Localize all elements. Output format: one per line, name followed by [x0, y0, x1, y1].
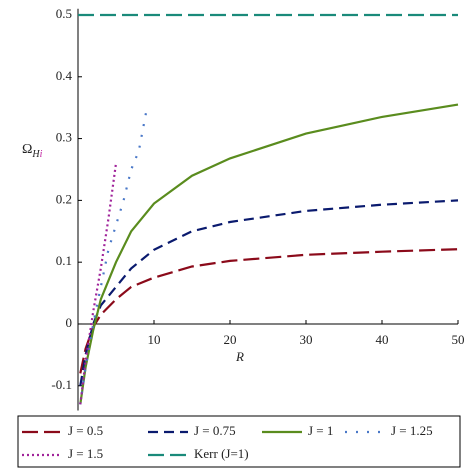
legend-label: J = 0.5	[68, 423, 103, 438]
x-tick-label: 50	[452, 332, 465, 347]
series-line	[79, 248, 459, 374]
y-tick-label: 0.5	[56, 6, 72, 21]
y-label-sub: H	[31, 149, 40, 160]
y-label-sub2: i	[40, 149, 43, 160]
series-line	[79, 103, 459, 405]
y-tick-label: 0.4	[56, 68, 73, 83]
x-tick-label: 40	[376, 332, 389, 347]
x-axis-label: R	[235, 349, 244, 364]
y-tick-label: 0	[66, 315, 73, 330]
series-line	[79, 110, 148, 405]
x-tick-label: 10	[148, 332, 161, 347]
y-tick-label: -0.1	[51, 377, 72, 392]
x-tick-label: 20	[224, 332, 237, 347]
legend-label: J = 1.5	[68, 446, 103, 461]
legend-label: J = 1.25	[391, 423, 433, 438]
y-tick-label: 0.2	[56, 191, 72, 206]
series-line	[79, 199, 459, 386]
y-label-base: Ω	[22, 142, 32, 157]
y-axis-label: ΩHi	[22, 142, 43, 160]
legend-box	[17, 415, 461, 468]
legend-label: Kerr (J=1)	[194, 446, 249, 461]
series-line	[79, 163, 118, 405]
y-tick-label: 0.1	[56, 253, 72, 268]
legend-label: J = 1	[308, 423, 333, 438]
x-tick-label: 30	[300, 332, 313, 347]
y-tick-label: 0.3	[56, 130, 72, 145]
legend-label: J = 0.75	[194, 423, 236, 438]
